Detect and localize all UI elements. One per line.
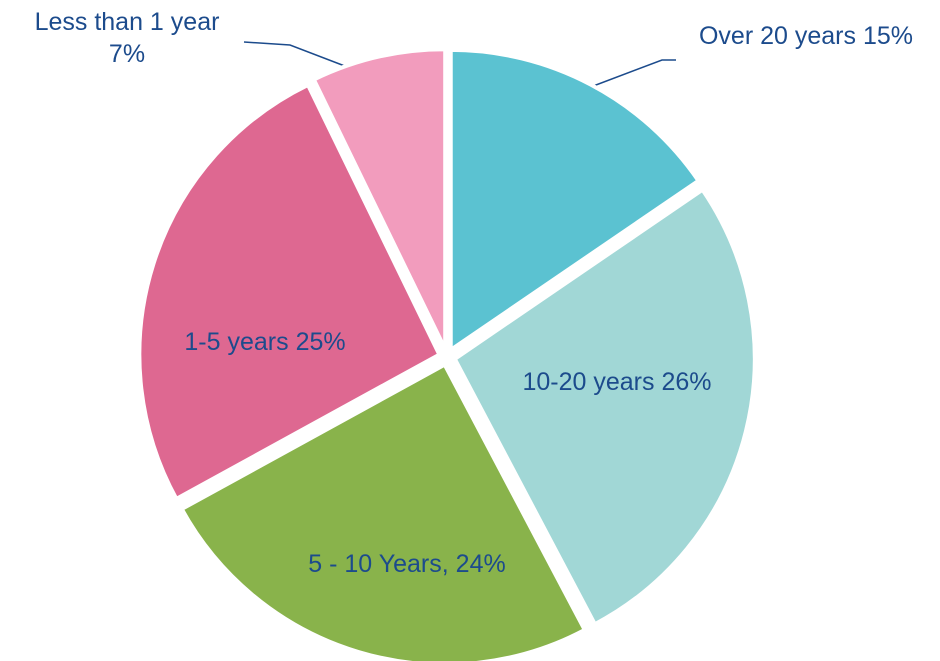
value-label: 7%	[109, 40, 145, 68]
pie-slice	[311, 47, 448, 351]
category-label: Less than 1 year	[35, 8, 220, 36]
value-label: 24%	[456, 550, 506, 578]
slice-label: 1-5 years 25%	[184, 328, 345, 356]
value-label: 25%	[296, 328, 346, 356]
category-label: Over 20 years	[699, 22, 856, 50]
slice-label: 5 - 10 Years, 24%	[308, 550, 505, 578]
category-label: 1-5 years	[184, 328, 288, 356]
category-label: 10-20 years	[522, 368, 654, 396]
pie-slice	[178, 361, 588, 661]
slice-label: Less than 1 year 7%	[35, 8, 220, 68]
value-label: 26%	[661, 368, 711, 396]
slice-label: 10-20 years 26%	[522, 368, 711, 396]
leader-line	[587, 59, 676, 89]
slice-label: Over 20 years 15%	[699, 22, 913, 50]
pie-slice	[448, 47, 702, 354]
value-label: 15%	[863, 22, 913, 50]
pie-slice	[137, 82, 443, 502]
leader-line	[243, 41, 351, 69]
pie-slice	[452, 186, 757, 627]
category-label: 5 - 10 Years,	[308, 550, 448, 578]
